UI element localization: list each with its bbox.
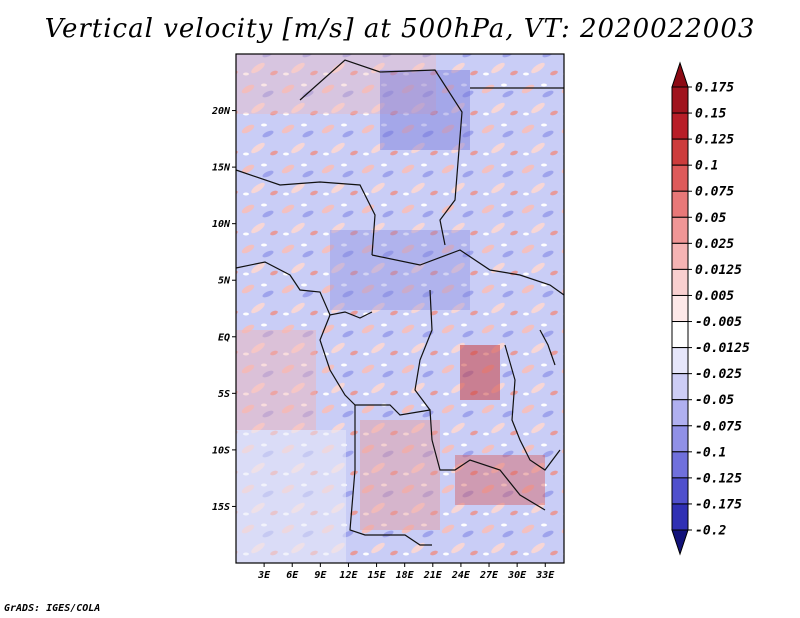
colorbar-label: 0.125: [695, 133, 734, 148]
field-patch-lake-region: [460, 345, 500, 400]
colorbar-swatch: [671, 451, 689, 479]
x-tick-label: 15E: [368, 570, 387, 581]
colorbar-swatch: [671, 373, 689, 401]
border-angola-north: [355, 404, 433, 441]
colorbar-swatch: [671, 425, 689, 453]
plot-frame: [235, 53, 565, 564]
colorbar-label: -0.025: [695, 367, 742, 382]
x-tick-label: 6E: [286, 570, 299, 581]
y-axis: 20N 15N 10N 5N EQ 5S 10S 15S: [211, 106, 236, 513]
country-borders: [235, 59, 565, 546]
colorbar-swatch: [671, 164, 689, 192]
colorbar-swatch: [671, 112, 689, 140]
field-patch-zambia: [455, 455, 545, 505]
coastline-angola: [349, 405, 432, 546]
border-drc: [414, 289, 433, 411]
y-tick-label: 20N: [211, 106, 231, 117]
colorbar-swatch: [671, 321, 689, 349]
coastline-gulf: [235, 261, 373, 319]
colorbar-label: 0.0125: [695, 263, 742, 278]
colorbar-label: -0.0125: [695, 341, 750, 356]
colorbar-label: -0.2: [695, 524, 726, 539]
y-tick-label: 10N: [212, 219, 231, 230]
colorbar-swatch: [671, 268, 689, 296]
colorbar-swatch: [671, 86, 689, 114]
colorbar-label: -0.175: [695, 497, 742, 512]
field-patch-sahara: [380, 70, 470, 150]
colorbar-label: -0.075: [695, 419, 742, 434]
x-tick-label: 33E: [535, 570, 555, 581]
colorbar-label: 0.075: [695, 185, 734, 200]
colorbar-label: -0.125: [695, 471, 742, 486]
x-axis: 3E 6E 9E 12E 15E 18E 21E 24E 27E 30E 33E: [257, 563, 555, 581]
border-rift: [504, 344, 561, 471]
colorbar-swatch: [671, 347, 689, 375]
velocity-field: [236, 54, 564, 563]
colorbar-label: 0.1: [695, 159, 718, 174]
field-patch-central: [330, 230, 470, 310]
border-lake-victoria: [539, 329, 556, 366]
x-tick-label: 21E: [423, 570, 443, 581]
colorbar-bottom-arrow: [671, 529, 689, 556]
colorbar-label: 0.05: [695, 211, 726, 226]
border-central: [371, 249, 565, 296]
chart-title: Vertical velocity [m/s] at 500hPa, VT: 2…: [44, 14, 756, 44]
y-tick-label: 10S: [212, 445, 230, 456]
colorbar-label: 0.175: [695, 81, 734, 96]
colorbar: 0.175 0.15 0.125 0.1 0.075 0.05 0.025 0.0125 0.0…: [671, 61, 750, 556]
field-patch-south-atlantic: [236, 430, 346, 563]
colorbar-top-arrow: [671, 61, 689, 88]
colorbar-label: 0.025: [695, 237, 734, 252]
colorbar-swatch: [671, 242, 689, 270]
x-tick-label: 18E: [396, 570, 415, 581]
x-tick-label: 24E: [451, 570, 471, 581]
border-zambia: [431, 439, 546, 511]
x-tick-label: 12E: [339, 570, 358, 581]
border-north: [299, 59, 463, 246]
colorbar-label: -0.005: [695, 315, 742, 330]
x-tick-label: 9E: [314, 570, 327, 581]
colorbar-swatch: [671, 294, 689, 323]
field-patch-north: [236, 54, 436, 114]
colorbar-swatch: [671, 477, 689, 505]
colorbar-label: -0.05: [695, 393, 734, 408]
colorbar-swatch: [671, 138, 689, 166]
field-patch-angola: [360, 420, 440, 530]
colorbar-swatch: [671, 216, 689, 244]
colorbar-label: -0.1: [695, 445, 726, 460]
colorbar-swatch: [671, 190, 689, 218]
colorbar-swatch: [671, 399, 689, 427]
y-tick-label: 5S: [218, 389, 230, 400]
y-tick-label: 5N: [218, 276, 231, 287]
y-tick-label: EQ: [218, 332, 230, 343]
y-tick-label: 15N: [212, 163, 231, 174]
x-tick-label: 27E: [479, 570, 499, 581]
x-tick-label: 3E: [257, 570, 271, 581]
border-sahel: [235, 169, 376, 256]
coastline-gabon-congo: [319, 314, 356, 406]
colorbar-label: 0.15: [695, 107, 726, 122]
colorbar-label: 0.005: [695, 289, 734, 304]
colorbar-swatch: [671, 503, 689, 531]
y-tick-label: 15S: [212, 502, 230, 513]
field-patch-southwest: [236, 330, 316, 430]
x-tick-label: 30E: [507, 570, 527, 581]
footer-credit: GrADS: IGES/COLA: [4, 603, 101, 614]
